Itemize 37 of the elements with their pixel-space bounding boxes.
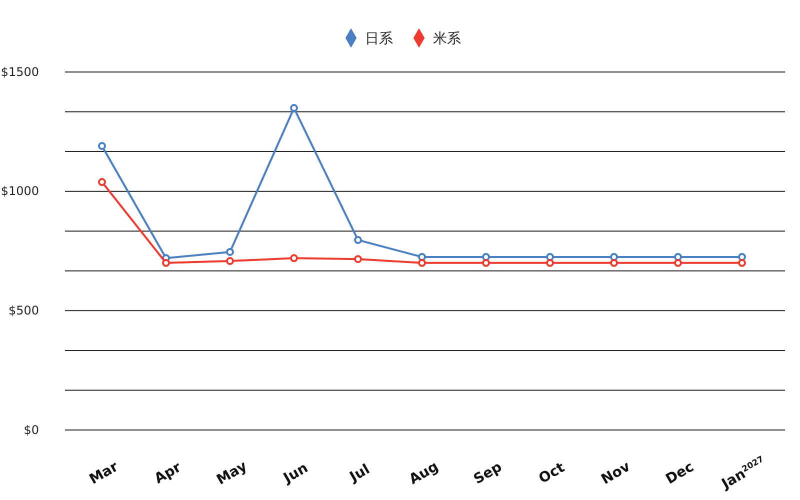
- point: [290, 104, 298, 112]
- point: [674, 258, 682, 267]
- point: [418, 252, 426, 261]
- x-tick-label: Sep: [471, 459, 505, 488]
- x-tick-label: Jun: [280, 460, 311, 488]
- point: [674, 252, 682, 261]
- point: [226, 248, 234, 256]
- point: [226, 257, 234, 266]
- x-tick-label: Jul: [346, 461, 373, 486]
- point: [354, 236, 362, 244]
- x-tick-label: Dec: [663, 459, 697, 488]
- x-tick-label: Apr: [152, 459, 184, 488]
- point: [546, 258, 554, 267]
- point: [418, 258, 426, 267]
- point: [482, 258, 490, 267]
- point: [482, 252, 490, 261]
- x-tick-label: Oct: [536, 460, 568, 488]
- y-tick-label: $1500: [0, 64, 39, 79]
- y-tick-label: $0: [24, 422, 39, 437]
- point: [610, 252, 618, 261]
- point: [98, 178, 106, 186]
- x-tick-label: Aug: [406, 458, 442, 488]
- x-tick-label: Mar: [86, 458, 122, 488]
- point: [738, 258, 746, 267]
- x-tick-label: Nov: [598, 458, 634, 488]
- legend-label: 日系: [365, 30, 393, 47]
- x-tick-label: May: [214, 458, 250, 488]
- point: [354, 255, 362, 264]
- point: [546, 252, 554, 261]
- point: [98, 142, 106, 150]
- y-tick-label: $1000: [0, 184, 39, 198]
- point: [290, 254, 298, 262]
- point: [610, 258, 618, 267]
- point: [738, 252, 746, 261]
- point: [162, 258, 170, 267]
- legend-label: 米系: [433, 30, 461, 47]
- y-tick-label: $500: [8, 304, 39, 318]
